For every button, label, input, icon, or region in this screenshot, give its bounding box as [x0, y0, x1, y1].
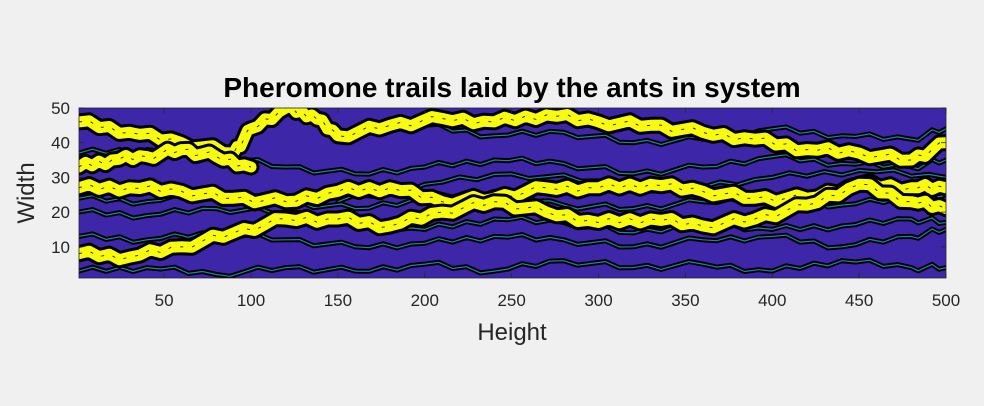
x-axis-ticks: 50 100 150 200 250 300 350 400 450 500	[155, 108, 960, 310]
x-axis-label: Height	[477, 319, 547, 346]
x-tick-label: 50	[155, 291, 174, 310]
trail-high-contour-1	[79, 183, 946, 261]
x-tick-label: 200	[411, 291, 439, 310]
x-tick-label: 350	[671, 291, 699, 310]
trail-high-contour-3	[79, 148, 252, 168]
y-axis-ticks: 10 20 30 40 50	[51, 99, 946, 257]
plot-area	[78, 107, 947, 279]
x-tick-label: 450	[845, 291, 873, 310]
x-tick-label: 100	[237, 291, 265, 310]
trail-high-contour-2	[79, 108, 946, 161]
trail-layer	[79, 108, 946, 278]
y-tick-label: 10	[51, 238, 70, 257]
x-tick-label: 250	[497, 291, 525, 310]
x-tick-label: 400	[758, 291, 786, 310]
x-tick-label: 150	[324, 291, 352, 310]
y-axis-label: Width	[13, 162, 40, 223]
plot-frame	[78, 107, 947, 279]
chart-title: Pheromone trails laid by the ants in sys…	[223, 72, 800, 103]
y-tick-label: 30	[51, 168, 70, 187]
x-tick-label: 300	[584, 291, 612, 310]
y-tick-label: 20	[51, 203, 70, 222]
trail-low-3	[79, 259, 946, 277]
y-tick-label: 40	[51, 134, 70, 153]
trail-low-1	[79, 206, 946, 234]
y-tick-label: 50	[51, 99, 70, 118]
x-tick-label: 500	[932, 291, 960, 310]
